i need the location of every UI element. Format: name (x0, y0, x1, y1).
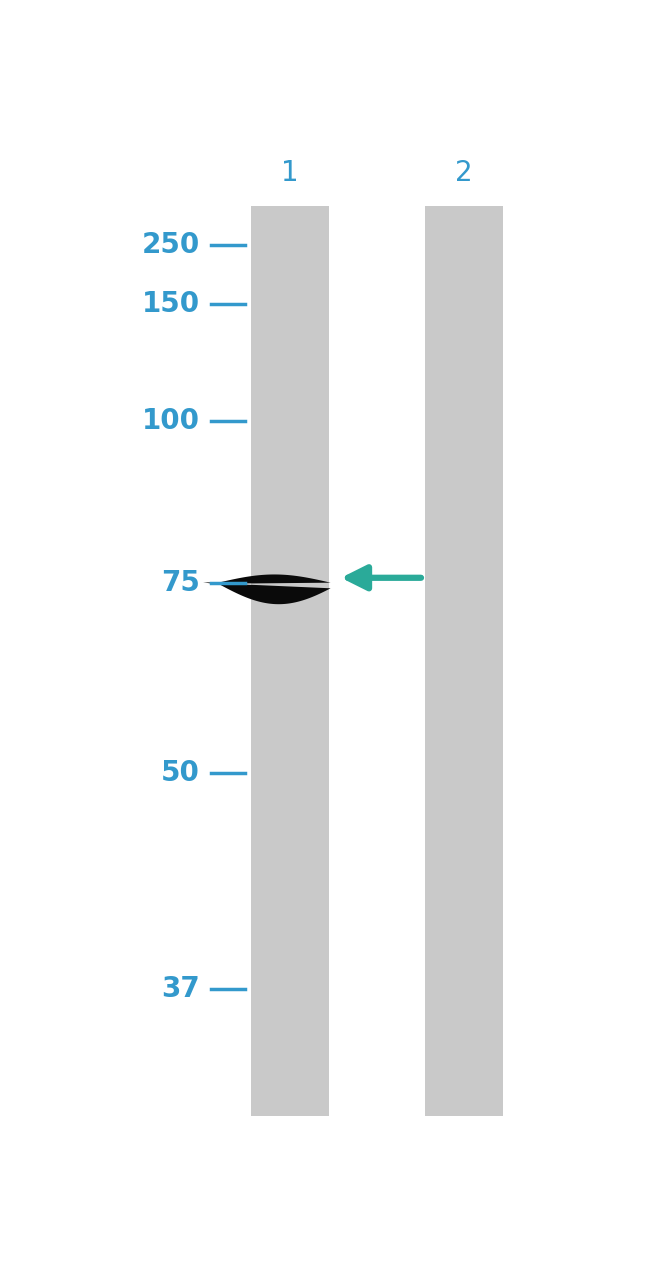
Bar (425, 206, 503, 1115)
Polygon shape (203, 574, 331, 605)
Bar (252, 206, 330, 1115)
Text: 37: 37 (161, 974, 200, 1002)
Text: 100: 100 (142, 408, 200, 436)
Text: 250: 250 (142, 231, 200, 259)
Text: 150: 150 (142, 290, 200, 318)
Text: 2: 2 (455, 159, 473, 187)
Text: 1: 1 (281, 159, 299, 187)
Text: 75: 75 (161, 569, 200, 597)
Text: 50: 50 (161, 759, 200, 787)
